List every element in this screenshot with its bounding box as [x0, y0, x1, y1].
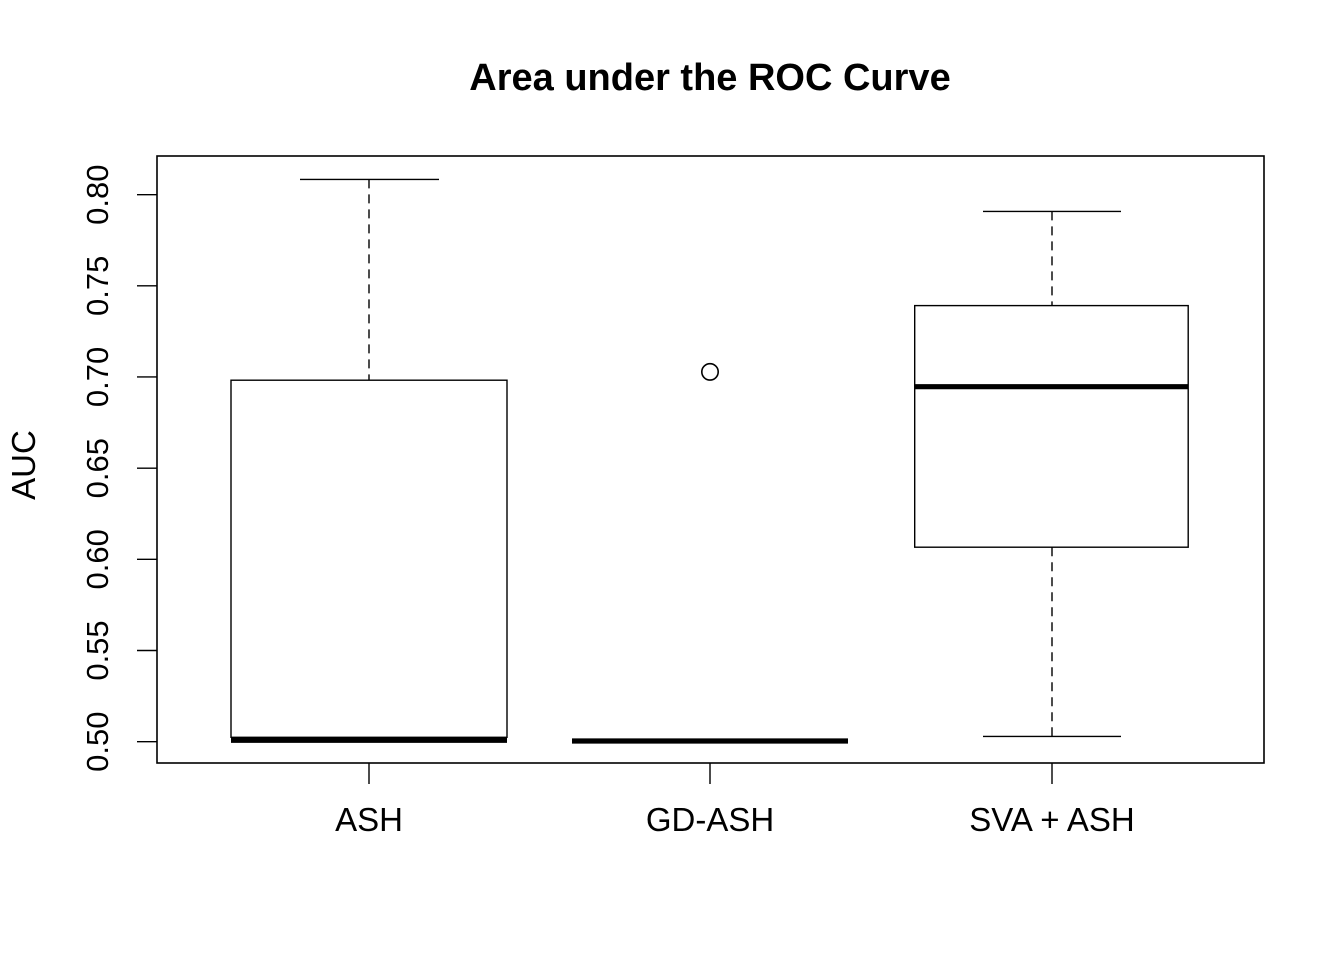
svg-text:ASH: ASH: [335, 801, 403, 838]
svg-text:SVA + ASH: SVA + ASH: [969, 801, 1134, 838]
svg-text:0.65: 0.65: [80, 438, 115, 498]
svg-text:0.55: 0.55: [80, 620, 115, 680]
svg-text:GD-ASH: GD-ASH: [646, 801, 774, 838]
svg-text:0.60: 0.60: [80, 529, 115, 589]
svg-text:0.70: 0.70: [80, 347, 115, 407]
svg-text:0.50: 0.50: [80, 712, 115, 772]
svg-text:0.80: 0.80: [80, 165, 115, 225]
svg-text:Area under the ROC Curve: Area under the ROC Curve: [469, 57, 950, 99]
svg-text:AUC: AUC: [5, 430, 42, 500]
svg-text:0.75: 0.75: [80, 256, 115, 316]
